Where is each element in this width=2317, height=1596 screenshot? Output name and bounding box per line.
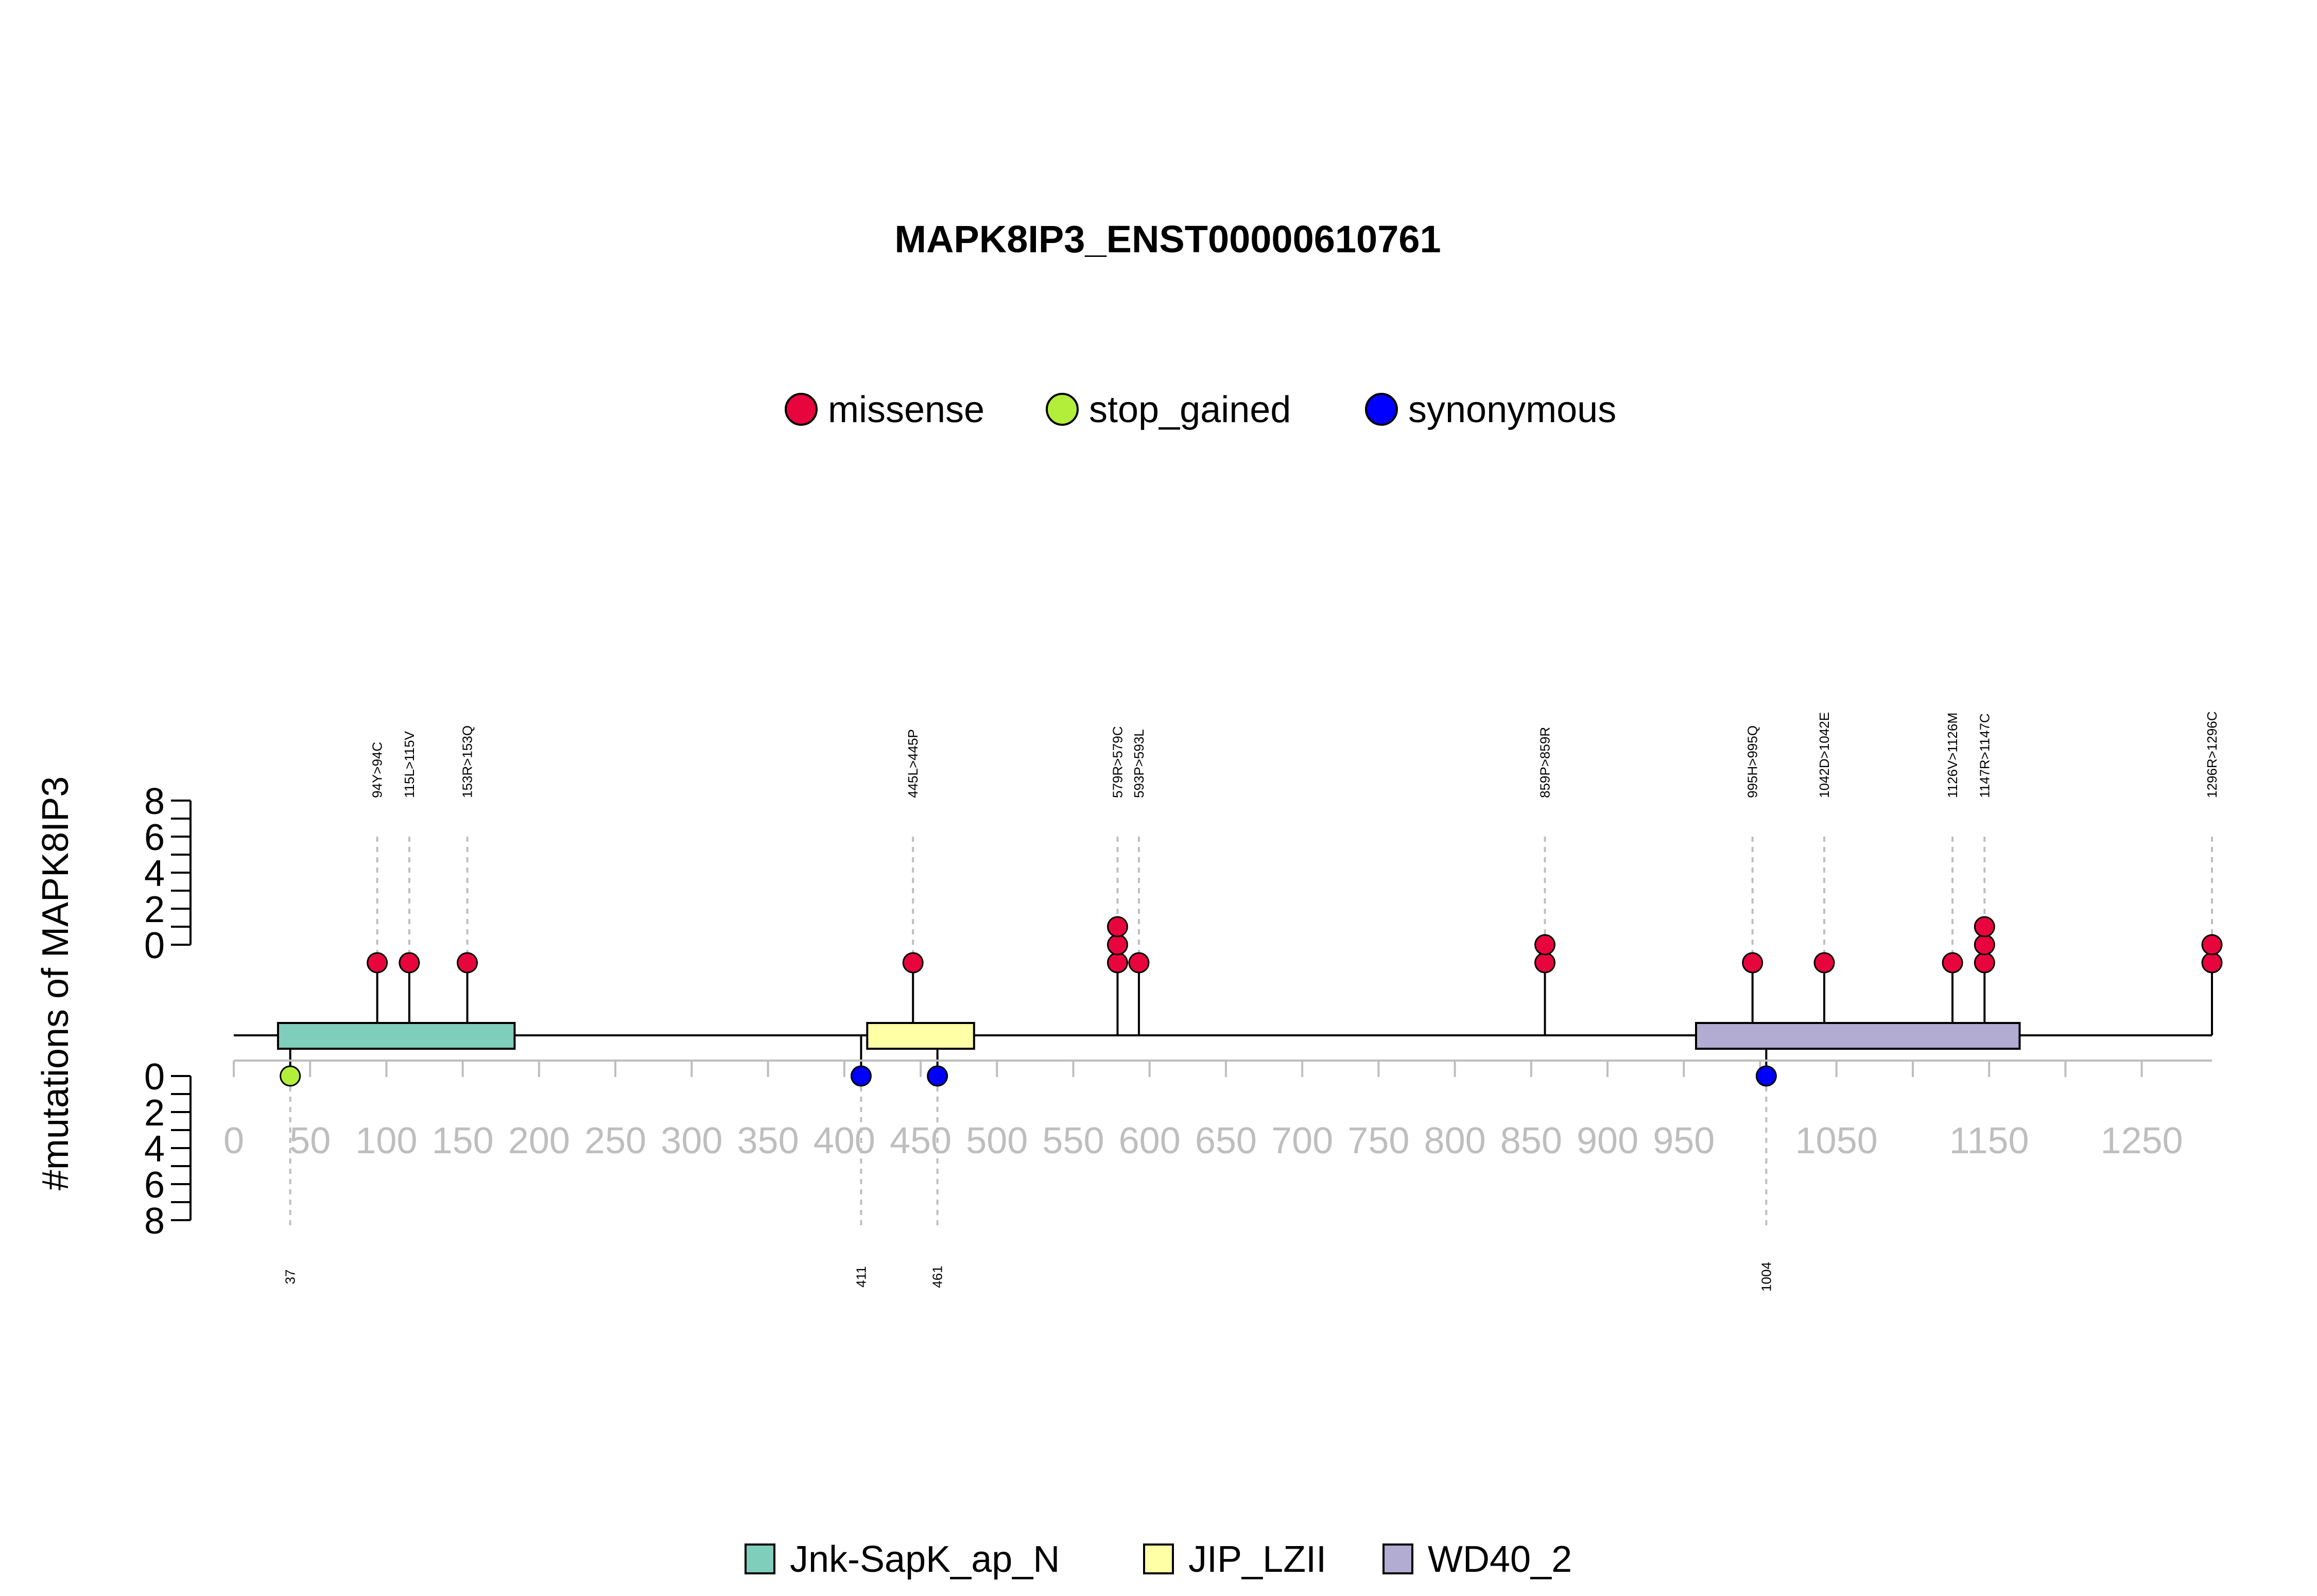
x-tick-label-50: 50 xyxy=(289,1120,331,1161)
mutation-point-579-1 xyxy=(1106,952,1128,974)
mutation-label-115: 115L>115V xyxy=(402,731,417,798)
domain-legend-swatch-WD40_2 xyxy=(1382,1543,1413,1574)
x-tick-label-800: 800 xyxy=(1424,1120,1486,1161)
mutation-point-153-1 xyxy=(457,952,478,974)
mutation-point-115-1 xyxy=(399,952,420,974)
x-tick-label-750: 750 xyxy=(1347,1120,1409,1161)
mutation-point-bottom-411-1 xyxy=(850,1065,872,1087)
legend-label-synonymous: synonymous xyxy=(1408,389,1616,430)
legend-label-missense: missense xyxy=(828,389,984,430)
mutation-point-94-1 xyxy=(367,952,388,974)
domain-legend-label-Jnk-SapK_ap_N: Jnk-SapK_ap_N xyxy=(790,1539,1060,1580)
x-tick-label-700: 700 xyxy=(1271,1120,1333,1161)
mutation-point-579-2 xyxy=(1106,934,1128,956)
mutation-label-1126: 1126V>1126M xyxy=(1945,713,1960,798)
legend-label-stop_gained: stop_gained xyxy=(1089,389,1291,430)
y-tick-label-bottom-2: 2 xyxy=(144,1092,165,1134)
x-tick-label-500: 500 xyxy=(966,1120,1028,1161)
chart-title: MAPK8IP3_ENST00000610761 xyxy=(894,218,1441,261)
mutation-point-445-1 xyxy=(902,952,924,974)
mutation-point-579-3 xyxy=(1106,916,1128,938)
y-tick-label-bottom-8: 8 xyxy=(144,1201,165,1242)
x-tick-label-850: 850 xyxy=(1500,1120,1562,1161)
mutation-point-bottom-37-1 xyxy=(280,1065,301,1087)
domain-legend-label-WD40_2: WD40_2 xyxy=(1428,1539,1572,1580)
mutation-point-1296-2 xyxy=(2201,934,2223,956)
x-tick-label-550: 550 xyxy=(1042,1120,1104,1161)
mutation-point-1126-1 xyxy=(1942,952,1963,974)
mutation-point-859-2 xyxy=(1534,934,1556,956)
x-tick-label-300: 300 xyxy=(661,1120,722,1161)
y-tick-label-top-6: 6 xyxy=(144,817,165,858)
mutation-point-bottom-1004-1 xyxy=(1755,1065,1777,1087)
mutation-label-859: 859P>859R xyxy=(1537,727,1553,798)
mutation-point-bottom-461-1 xyxy=(927,1065,948,1087)
x-tick-label-1250: 1250 xyxy=(2101,1120,2183,1161)
mutation-label-1147: 1147R>1147C xyxy=(1977,713,1992,798)
y-tick-label-bottom-4: 4 xyxy=(144,1129,165,1170)
mutation-label-153: 153R>153Q xyxy=(460,725,475,798)
mutation-point-1147-3 xyxy=(1974,916,1995,938)
x-tick-label-0: 0 xyxy=(223,1120,244,1161)
mutation-label-94: 94Y>94C xyxy=(370,742,385,798)
y-axis-label: #mutations of MAPK8IP3 xyxy=(35,776,76,1190)
mutation-label-bottom-411: 411 xyxy=(853,1266,869,1287)
domain-boxes xyxy=(276,1022,2021,1050)
mutation-point-593-1 xyxy=(1128,952,1150,974)
domain-Jnk-SapK_ap_N xyxy=(276,1022,516,1050)
mutation-label-bottom-1004: 1004 xyxy=(1758,1262,1774,1292)
x-axis: 0 50 100 150 200 250 300 350 400 450 500 550 600 650 7… xyxy=(223,1060,2212,1161)
mutation-point-1147-2 xyxy=(1974,934,1995,956)
x-tick-label-150: 150 xyxy=(432,1120,494,1161)
domain-WD40_2 xyxy=(1694,1022,2021,1050)
mutation-label-bottom-37: 37 xyxy=(283,1270,298,1285)
y-tick-label-top-8: 8 xyxy=(144,781,165,822)
legend-marker-stop_gained xyxy=(1046,393,1079,426)
domain-legend-swatch-Jnk-SapK_ap_N xyxy=(745,1543,775,1574)
x-tick-label-1150: 1150 xyxy=(1949,1120,2029,1161)
mutation-point-1147-1 xyxy=(1974,952,1995,974)
x-tick-label-100: 100 xyxy=(355,1120,417,1161)
mutation-label-1296: 1296R>1296C xyxy=(2204,712,2220,798)
mutation-label-995: 995H>995Q xyxy=(1745,725,1760,798)
x-tick-label-350: 350 xyxy=(737,1120,799,1161)
y-tick-label-bottom-6: 6 xyxy=(144,1165,165,1206)
mutation-point-995-1 xyxy=(1742,952,1763,974)
x-tick-label-200: 200 xyxy=(508,1120,570,1161)
domain-legend-swatch-JIP_LZII xyxy=(1143,1543,1174,1574)
y-tick-label-top-0: 0 xyxy=(144,925,165,966)
x-tick-label-400: 400 xyxy=(814,1120,875,1161)
x-tick-label-650: 650 xyxy=(1195,1120,1257,1161)
x-tick-label-250: 250 xyxy=(584,1120,646,1161)
x-tick-label-600: 600 xyxy=(1119,1120,1181,1161)
mutation-labels: 94Y>94C 115L>115V 153R>153Q 445L>445P 579R>5… xyxy=(283,712,2220,1292)
mutation-point-1296-1 xyxy=(2201,952,2223,974)
legend-marker-synonymous xyxy=(1365,393,1398,426)
mutation-label-445: 445L>445P xyxy=(905,729,921,798)
x-tick-label-900: 900 xyxy=(1577,1120,1638,1161)
mutation-label-bottom-461: 461 xyxy=(930,1265,945,1288)
mutation-points xyxy=(280,916,2223,1087)
x-tick-label-450: 450 xyxy=(890,1120,952,1161)
y-tick-label-bottom-0: 0 xyxy=(144,1056,165,1098)
mutation-point-1042-1 xyxy=(1813,952,1835,974)
domain-legend-label-JIP_LZII: JIP_LZII xyxy=(1188,1539,1326,1580)
mutation-point-859-1 xyxy=(1534,952,1556,974)
mutation-label-1042: 1042D>1042E xyxy=(1817,712,1832,798)
y-tick-label-top-2: 2 xyxy=(144,889,165,930)
domain-JIP_LZII xyxy=(866,1022,975,1050)
mutation-type-legend: missense stop_gained synonymous xyxy=(785,389,1616,430)
x-tick-label-950: 950 xyxy=(1653,1120,1715,1161)
mutation-label-593: 593P>593L xyxy=(1131,729,1147,798)
legend-marker-missense xyxy=(785,393,818,426)
domain-legend: Jnk-SapK_ap_N JIP_LZII WD40_2 xyxy=(745,1539,1572,1580)
y-tick-label-top-4: 4 xyxy=(144,853,165,894)
x-tick-label-1050: 1050 xyxy=(1795,1120,1878,1161)
mutation-label-579: 579R>579C xyxy=(1110,726,1125,799)
